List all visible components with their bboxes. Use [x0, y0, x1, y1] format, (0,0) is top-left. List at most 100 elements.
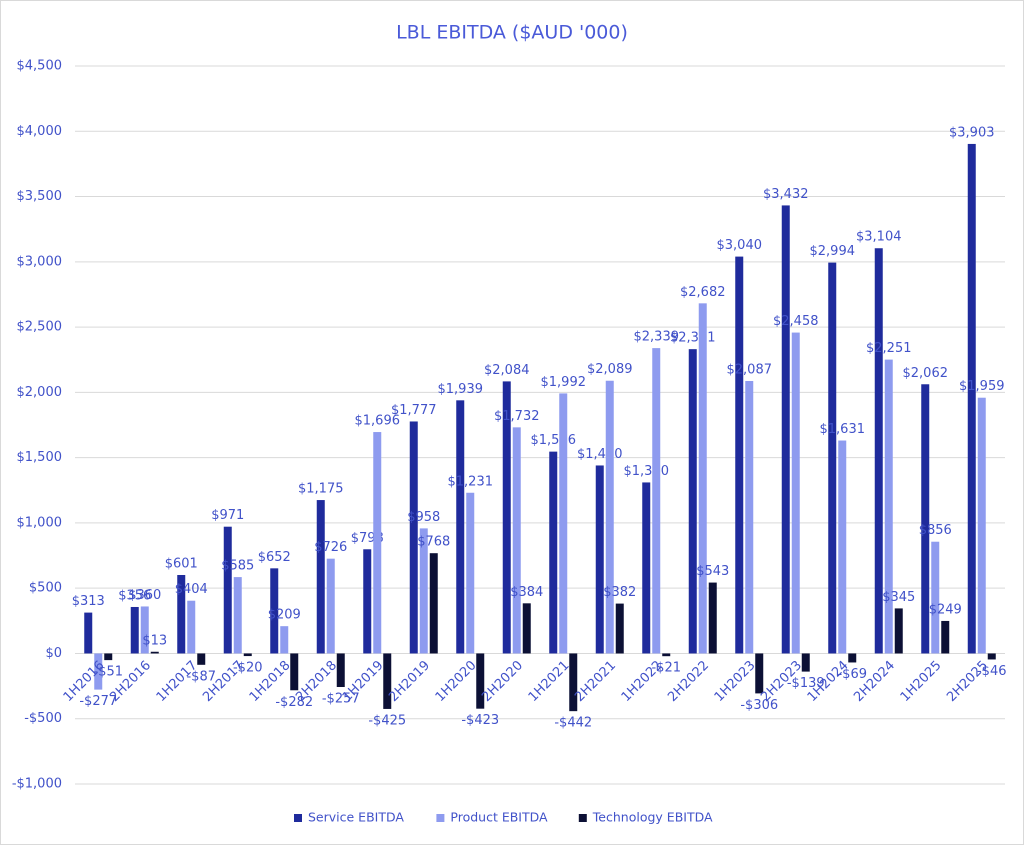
data-label: -$442 — [554, 716, 592, 731]
data-label: -$282 — [275, 695, 313, 710]
data-label: $1,546 — [531, 433, 577, 448]
data-label: $585 — [221, 559, 254, 574]
bar — [336, 653, 345, 688]
data-label: $2,994 — [810, 244, 856, 259]
data-label: -$257 — [322, 692, 360, 707]
y-tick-label: $1,500 — [17, 450, 63, 465]
data-label: $1,310 — [624, 464, 670, 479]
data-label: $652 — [258, 550, 291, 565]
bar — [987, 653, 996, 660]
bar — [838, 440, 847, 654]
bar — [735, 256, 744, 654]
y-tick-label: $3,500 — [17, 189, 63, 204]
data-label: $209 — [268, 608, 301, 623]
data-label: $3,040 — [717, 238, 763, 253]
bar — [316, 500, 325, 654]
bar — [688, 349, 697, 654]
data-label: $384 — [510, 585, 543, 600]
bar — [476, 653, 485, 709]
data-label: $404 — [175, 582, 208, 597]
data-label: -$69 — [837, 667, 867, 682]
bar — [512, 427, 521, 654]
bar — [187, 600, 196, 654]
bar — [280, 626, 289, 654]
bar — [94, 653, 103, 690]
bar — [941, 620, 950, 654]
data-label: $3,903 — [949, 125, 995, 140]
bar — [755, 653, 764, 694]
bar — [652, 348, 661, 654]
data-label: -$423 — [461, 713, 499, 728]
bar — [848, 653, 857, 663]
data-label: $971 — [211, 508, 244, 523]
bar — [270, 568, 279, 654]
bar — [698, 303, 707, 654]
bar — [745, 381, 754, 654]
bar — [931, 541, 940, 654]
y-tick-label: $3,000 — [17, 254, 63, 269]
bar — [708, 582, 717, 654]
data-label: $2,682 — [680, 285, 726, 300]
data-label: $768 — [417, 535, 450, 550]
data-label: $3,432 — [763, 187, 809, 202]
data-label: $726 — [314, 540, 347, 555]
bar — [569, 653, 578, 712]
bar — [104, 653, 113, 661]
bar — [662, 653, 671, 657]
data-label: -$46 — [977, 664, 1007, 679]
data-label: $2,458 — [773, 314, 819, 329]
bar — [967, 143, 976, 654]
y-tick-label: $2,000 — [17, 385, 63, 400]
data-label: $382 — [603, 585, 636, 600]
y-tick-label: $1,000 — [17, 515, 63, 530]
data-label: $3,104 — [856, 230, 902, 245]
data-label: $2,062 — [903, 366, 949, 381]
bar — [522, 603, 531, 654]
bar — [615, 603, 624, 654]
bar — [884, 359, 893, 654]
bar — [605, 380, 614, 654]
data-label: $1,440 — [577, 447, 623, 462]
bar — [130, 606, 139, 654]
legend-label: Technology EBITDA — [592, 810, 713, 825]
bar — [223, 526, 232, 654]
bar — [363, 549, 372, 654]
bar — [781, 205, 790, 654]
data-label: -$277 — [79, 694, 117, 709]
bar — [595, 465, 604, 654]
data-label: -$425 — [368, 713, 406, 728]
bar — [828, 262, 837, 654]
bar — [419, 528, 428, 654]
bar — [549, 451, 558, 654]
data-label: -$21 — [651, 661, 681, 676]
data-label: $2,089 — [587, 362, 633, 377]
data-label: $356 — [118, 588, 151, 603]
data-label: -$20 — [233, 661, 263, 676]
y-tick-label: $2,500 — [17, 320, 63, 335]
bar — [874, 248, 883, 654]
data-label: $543 — [696, 564, 729, 579]
data-label: -$306 — [740, 698, 778, 713]
bar — [456, 400, 465, 654]
legend-label: Product EBITDA — [450, 810, 548, 825]
data-label: -$139 — [787, 676, 825, 691]
data-label: $249 — [929, 602, 962, 617]
y-tick-label: -$500 — [24, 711, 62, 726]
bar — [977, 397, 986, 654]
bar — [150, 651, 159, 654]
data-label: $2,339 — [634, 330, 680, 345]
bar — [233, 577, 242, 654]
bar — [429, 553, 438, 654]
data-label: -$87 — [186, 669, 216, 684]
data-label: $2,087 — [727, 363, 773, 378]
data-label: $1,777 — [391, 403, 437, 418]
bar — [791, 332, 800, 654]
bar — [801, 653, 810, 672]
y-tick-label: $500 — [29, 581, 62, 596]
bar — [383, 653, 392, 709]
legend-label: Service EBITDA — [308, 810, 404, 825]
y-tick-label: -$1,000 — [12, 777, 62, 792]
chart-title: LBL EBITDA ($AUD '000) — [396, 22, 628, 44]
data-label: $1,696 — [355, 414, 401, 429]
data-label: $2,331 — [670, 331, 716, 346]
